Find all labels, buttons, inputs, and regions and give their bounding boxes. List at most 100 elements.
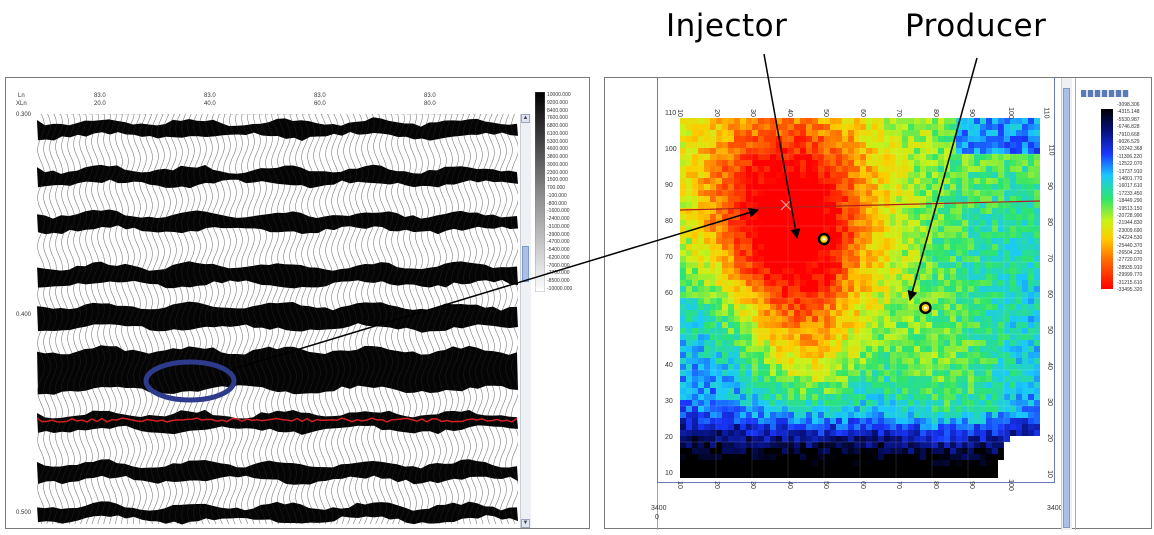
colorbar-tick-label: 7600.000	[547, 115, 568, 122]
colorbar-tick-label: 6100.000	[547, 130, 568, 137]
crossline-corner-label: XLn	[16, 101, 27, 107]
map-axis-tick-label: 100	[665, 146, 677, 153]
colorbar-tick-label: -4700.000	[547, 239, 570, 246]
column-header-bottom: 20.0	[94, 101, 106, 107]
map-colorbar-tick-label: -16017.610	[1117, 183, 1143, 190]
map-axis-tick-label: 100	[1006, 107, 1014, 119]
map-colorbar-tick-label: -19513.150	[1117, 205, 1143, 212]
column-header-top: 83.0	[204, 93, 216, 99]
map-axis-tick-label: 90	[967, 481, 975, 489]
colorbar-tick-label: -3100.000	[547, 223, 570, 230]
injector-well-icon[interactable]	[817, 232, 831, 246]
map-colorbar-tick-label: -7910.668	[1117, 131, 1140, 138]
map-colorbar-tick-label: -28935.910	[1117, 264, 1143, 271]
map-vertical-scrollbar[interactable]	[1061, 78, 1072, 530]
producer-callout: Producer	[905, 8, 1047, 44]
colorbar-tick-label: 9200.000	[547, 99, 568, 106]
map-axis-tick-label: 30	[748, 109, 756, 117]
colorbar-tick-label: 1500.000	[547, 177, 568, 184]
map-axis-tick-label: 30	[665, 398, 673, 405]
map-axis-tick-label: 70	[894, 481, 902, 489]
seismic-wiggle-display	[37, 114, 518, 528]
seismic-vertical-scrollbar[interactable]: ▲ ▼	[520, 114, 531, 528]
scroll-down-button[interactable]: ▼	[521, 519, 530, 528]
map-colorbar-tick-label: -25440.370	[1117, 242, 1143, 249]
colorbar-tick-label: -6200.000	[547, 254, 570, 261]
map-axis-tick-label: 20	[712, 481, 720, 489]
legend-divider	[1075, 78, 1076, 530]
map-colorbar-tick-label: -6746.828	[1117, 124, 1140, 131]
colorbar-tick-label: -100.000	[547, 192, 567, 199]
map-axis-tick-label: 30	[748, 481, 756, 489]
map-colorbar-tick-label: -9026.529	[1117, 139, 1140, 145]
map-axis-tick-label: 80	[931, 109, 939, 117]
scroll-thumb[interactable]	[522, 246, 529, 282]
map-axis-tick-label: 100	[1006, 479, 1014, 491]
map-colorbar-tick-label: -12522.070	[1117, 161, 1143, 168]
map-colorbar-tick-label: -10242.368	[1117, 146, 1143, 153]
column-header-top: 83.0	[314, 93, 326, 99]
colorbar-tick-label: 3800.000	[547, 154, 568, 161]
map-axis-tick-label: 70	[894, 109, 902, 117]
map-colorbar-tick-label: -13737.910	[1117, 168, 1143, 175]
map-axis-tick-label: 70	[1045, 254, 1053, 262]
map-axis-tick-label: 20	[665, 434, 673, 441]
map-axis-tick-label: 90	[967, 109, 975, 117]
amplitude-heatmap	[680, 118, 1040, 478]
map-axis-tick-label: 60	[1045, 290, 1053, 298]
map-axis-tick-label: 20	[1045, 434, 1053, 442]
colorbar-tick-label: -8500.000	[547, 278, 570, 285]
map-colorbar-tick-label: -14801.770	[1117, 176, 1143, 182]
colorbar-tick-label: 3000.000	[547, 161, 568, 168]
map-colorbar-tick-label: -11306.220	[1117, 153, 1142, 160]
map-axis-tick-label: 10	[675, 481, 683, 489]
map-axis-tick-label: 40	[785, 481, 793, 489]
map-axis-tick-label: 40	[785, 109, 793, 117]
map-axis-tick-label: 50	[821, 481, 829, 489]
map-colorbar-tick-label: -5530.987	[1117, 116, 1140, 123]
amplitude-colorbar	[535, 92, 545, 292]
colorbar-tick-label: 8400.000	[547, 107, 568, 114]
map-axis-tick-label: 50	[1045, 326, 1053, 334]
map-colorbar	[1101, 109, 1113, 289]
map-colorbar-tick-label: -23009.690	[1117, 227, 1143, 234]
map-axis-tick-label: 20	[712, 109, 720, 117]
column-header-bottom: 60.0	[314, 101, 326, 107]
producer-well-icon[interactable]	[919, 301, 932, 315]
colorbar-tick-label: -7700.000	[547, 270, 570, 277]
map-colorbar-tick-label: -18449.290	[1117, 198, 1143, 205]
seismic-section-panel: Ln XLn 83.0 20.0 83.0 40.0 83.0 60.0 83.…	[5, 77, 590, 529]
map-axis-tick-label: 10	[1045, 470, 1053, 478]
map-axis-tick-label: 50	[821, 109, 829, 117]
colorbar-tick-label: -2400.000	[547, 216, 570, 223]
map-colorbar-tick-label: -33495.320	[1117, 287, 1143, 293]
map-colorbar-tick-label: -4315.148	[1117, 109, 1140, 116]
map-axis-tick-label: 60	[858, 109, 866, 117]
column-header-bottom: 80.0	[424, 101, 436, 107]
map-scroll-thumb[interactable]	[1063, 88, 1070, 528]
section-line	[680, 200, 1040, 211]
map-axis-tick-label: 50	[665, 326, 673, 333]
inline-corner-label: Ln	[18, 93, 25, 99]
legend-toolbar[interactable]	[1081, 90, 1129, 97]
colorbar-tick-label: 4600.000	[547, 146, 568, 153]
map-colorbar-tick-label: -31215.610	[1117, 279, 1143, 286]
map-axis-tick-label: 110	[665, 110, 677, 117]
map-axis-tick-label: 80	[665, 218, 673, 225]
map-colorbar-tick-label: -20728.990	[1117, 213, 1143, 219]
map-axis-tick-label: 70	[665, 254, 673, 261]
colorbar-tick-label: 10000.000	[547, 92, 571, 98]
map-colorbar-tick-label: -3098.306	[1117, 102, 1140, 108]
time-label: 0.400	[16, 312, 32, 318]
map-axis-tick-label: 10	[675, 109, 683, 117]
scroll-up-button[interactable]: ▲	[521, 114, 530, 123]
map-axis-tick-label: 80	[1045, 218, 1053, 226]
map-axis-tick-label: 10	[665, 470, 673, 477]
colorbar-tick-label: -800.000	[547, 200, 567, 207]
horizon-pick-line	[37, 417, 518, 423]
column-header-top: 83.0	[94, 93, 106, 99]
map-axis-tick-label: 90	[665, 182, 673, 189]
map-axis-tick-label: 60	[665, 290, 673, 297]
colorbar-tick-label: 5300.000	[547, 138, 568, 145]
column-header-top: 83.0	[424, 93, 436, 99]
